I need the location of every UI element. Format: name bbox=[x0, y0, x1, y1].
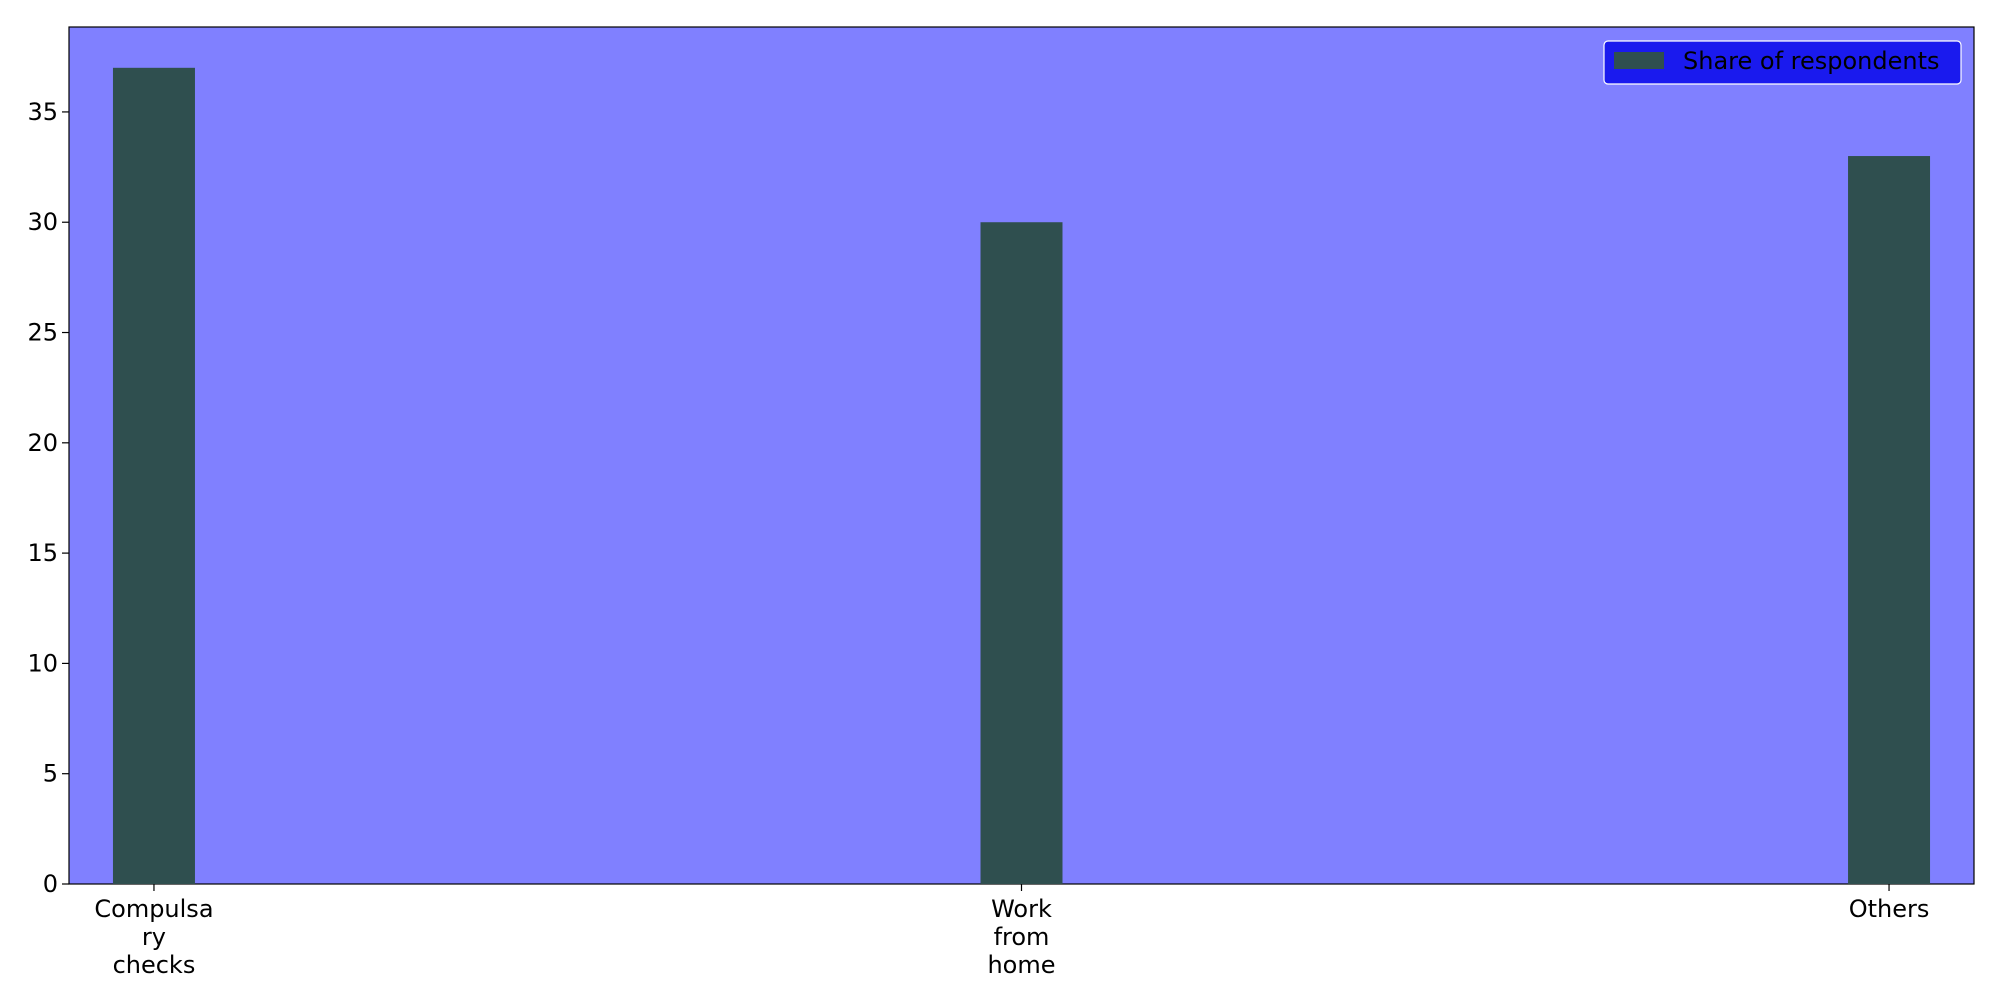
y-tick-label: 20 bbox=[27, 429, 58, 457]
y-tick-label: 30 bbox=[27, 208, 58, 236]
legend-label: Share of respondents bbox=[1683, 47, 1940, 75]
x-tick-label: Others bbox=[1849, 895, 1930, 923]
y-axis: 0 5 10 15 20 25 30 35 bbox=[27, 98, 69, 898]
bar bbox=[112, 67, 195, 885]
legend: Share of respondents bbox=[1603, 40, 1962, 85]
bar bbox=[1848, 156, 1931, 884]
y-tick-label: 15 bbox=[27, 539, 58, 567]
legend-box bbox=[1603, 40, 1962, 85]
y-tick-label: 5 bbox=[43, 760, 58, 788]
y-tick-label: 0 bbox=[43, 870, 58, 898]
x-tick-label: Compulsa ry checks bbox=[94, 895, 213, 979]
bar bbox=[980, 222, 1063, 884]
y-tick-label: 10 bbox=[27, 649, 58, 677]
bars-group bbox=[112, 67, 1931, 885]
y-tick-label: 35 bbox=[27, 98, 58, 126]
x-tick-label: Work from home bbox=[987, 895, 1055, 979]
x-axis: Compulsa ry checks Work from home Others bbox=[94, 884, 1929, 979]
legend-swatch bbox=[1614, 52, 1664, 69]
y-tick-label: 25 bbox=[27, 319, 58, 347]
